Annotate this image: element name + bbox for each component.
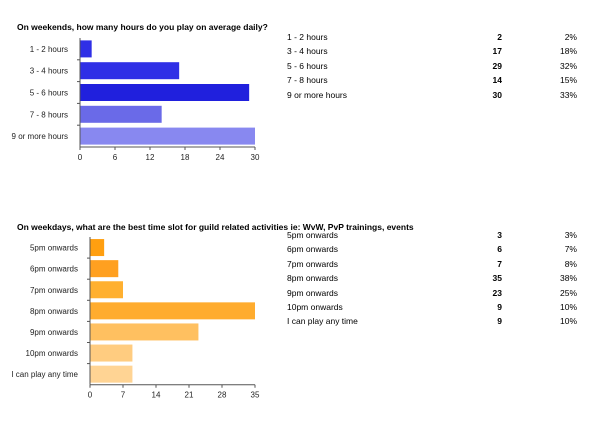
chart2-summary-table: 5pm onwards 3 3% 6pm onwards 6 7% 7pm onwards 7… [287,228,577,329]
x-tick-label: 0 [88,391,93,400]
summary-row: 9pm onwards 23 25% [287,286,577,300]
x-tick-label: 6 [113,153,118,162]
summary-row: 5 - 6 hours 29 32% [287,59,577,73]
summary-count: 3 [497,230,502,240]
bar-7 [90,365,133,383]
summary-count: 14 [492,75,502,86]
bar-2 [80,62,180,80]
summary-count: 35 [492,273,502,284]
summary-count: 23 [492,287,502,298]
chart1-title: On weekends, how many hours do you play … [17,22,268,32]
summary-row: 7pm onwards 7 8% [287,257,577,271]
bar-4 [80,105,162,123]
summary-count: 17 [492,46,502,57]
x-tick-label: 30 [251,153,260,162]
bar-2 [90,260,119,278]
summary-label: 1 - 2 hours [287,32,328,42]
x-tick-label: 18 [181,153,190,162]
summary-row: 7 - 8 hours 14 15% [287,73,577,87]
summary-label: 6pm onwards [287,244,339,255]
summary-percent: 2% [564,32,577,42]
summary-percent: 10% [559,316,577,327]
category-label: 9pm onwards [30,328,78,337]
chart2-plot: 5pm onwards 6pm onwards 7pm onwards 8pm onw… [11,237,260,400]
summary-percent: 33% [559,89,577,100]
category-label: 5pm onwards [30,244,78,253]
x-tick-label: 14 [152,391,161,400]
bar-6 [90,344,133,362]
category-label: I can play any time [11,370,78,379]
summary-count: 2 [497,32,502,42]
summary-label: 3 - 4 hours [287,46,328,57]
summary-label: 7pm onwards [287,258,339,269]
bar-3 [80,84,250,101]
category-label: 8pm onwards [30,307,78,316]
bar-5 [80,127,255,145]
summary-label: 7 - 8 hours [287,75,328,86]
category-label: 9 or more hours [12,132,68,141]
summary-percent: 10% [559,302,577,313]
summary-label: 5 - 6 hours [287,60,328,71]
category-label: 7pm onwards [30,286,78,295]
summary-percent: 25% [559,287,577,298]
summary-count: 9 [497,302,502,313]
summary-label: 9 or more hours [287,89,347,100]
bar-3 [90,281,123,299]
summary-label: 10pm onwards [287,302,343,313]
summary-label: 5pm onwards [287,230,339,240]
x-tick-label: 7 [121,391,126,400]
category-label: 6pm onwards [30,265,78,274]
x-tick-label: 35 [251,391,260,400]
summary-label: 9pm onwards [287,287,339,298]
summary-count: 30 [492,89,502,100]
summary-count: 9 [497,316,502,327]
chart2-title: On weekdays, what are the best time slot… [17,222,414,232]
x-tick-label: 12 [146,153,155,162]
summary-count: 6 [497,244,502,255]
category-label: 5 - 6 hours [30,89,68,98]
x-tick-label: 21 [185,391,194,400]
summary-count: 7 [497,258,502,269]
summary-percent: 7% [564,244,577,255]
summary-row: 5pm onwards 3 3% [287,228,577,242]
summary-count: 29 [492,60,502,71]
bar-1 [80,40,92,58]
summary-percent: 8% [564,258,577,269]
bar-5 [90,323,199,341]
x-tick-label: 0 [78,153,83,162]
category-label: 1 - 2 hours [30,45,68,54]
summary-row: I can play any time 9 10% [287,314,577,328]
bar-4 [90,302,255,320]
summary-percent: 15% [559,75,577,86]
summary-percent: 32% [559,60,577,71]
category-label: 10pm onwards [26,349,78,358]
summary-percent: 38% [559,273,577,284]
summary-percent: 3% [564,230,577,240]
x-tick-label: 24 [216,153,225,162]
summary-row: 8pm onwards 35 38% [287,271,577,285]
summary-label: 8pm onwards [287,273,339,284]
summary-row: 9 or more hours 30 33% [287,88,577,102]
x-tick-label: 28 [218,391,227,400]
summary-row: 1 - 2 hours 2 2% [287,30,577,44]
chart1-summary-table: 1 - 2 hours 2 2% 3 - 4 hours 17 18% 5 - 6 hour… [287,30,577,102]
summary-row: 6pm onwards 6 7% [287,242,577,256]
summary-row: 3 - 4 hours 17 18% [287,44,577,58]
summary-percent: 18% [559,46,577,57]
summary-label: I can play any time [287,316,358,327]
summary-row: 10pm onwards 9 10% [287,300,577,314]
category-label: 3 - 4 hours [30,67,68,76]
category-label: 7 - 8 hours [30,110,68,119]
chart1-plot: 1 - 2 hours 3 - 4 hours 5 - 6 hours 7 - 8 h… [12,38,260,162]
bar-1 [90,239,105,257]
